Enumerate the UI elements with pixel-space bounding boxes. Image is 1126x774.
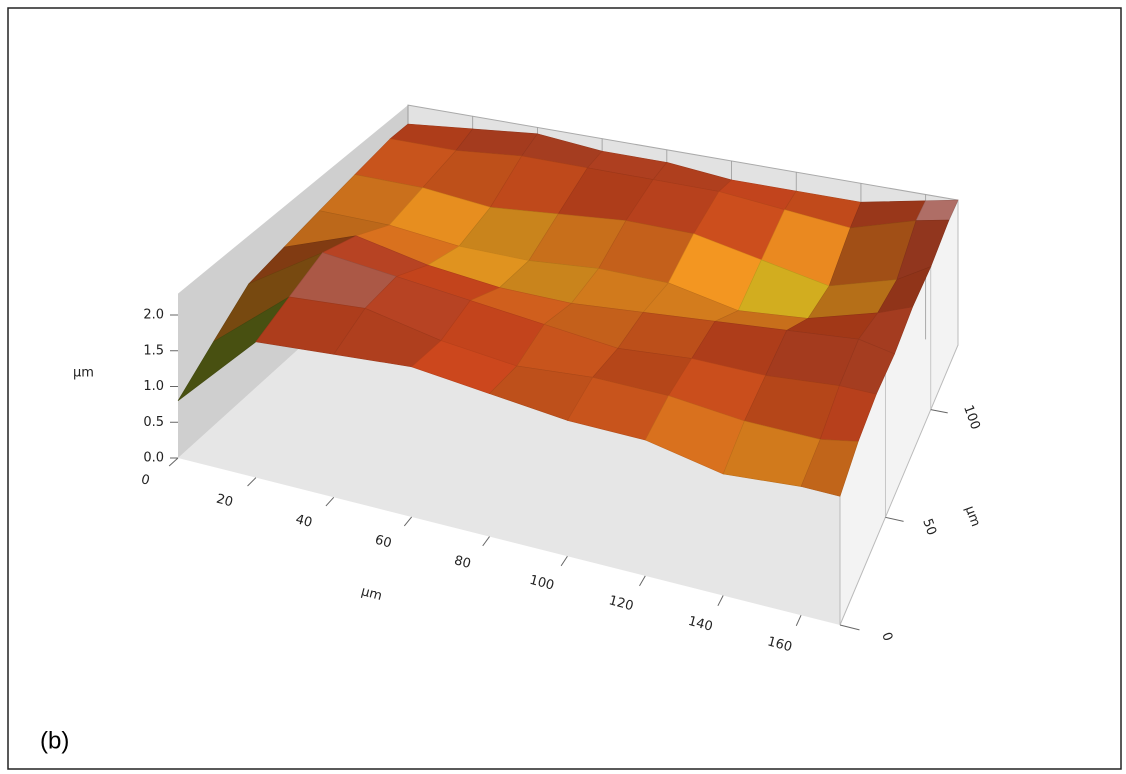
z-tick-label: 0.0 xyxy=(143,451,164,466)
z-tick-label: 1.0 xyxy=(143,379,164,394)
panel-label: (b) xyxy=(40,727,69,754)
z-tick-label: 0.5 xyxy=(143,415,164,430)
z-tick-label: 1.5 xyxy=(143,343,164,358)
figure: (b) 0.00.51.01.52.0µm0204060801001201401… xyxy=(0,0,1126,774)
z-tick-label: 2.0 xyxy=(143,308,164,323)
z-axis-label: µm xyxy=(73,365,94,380)
